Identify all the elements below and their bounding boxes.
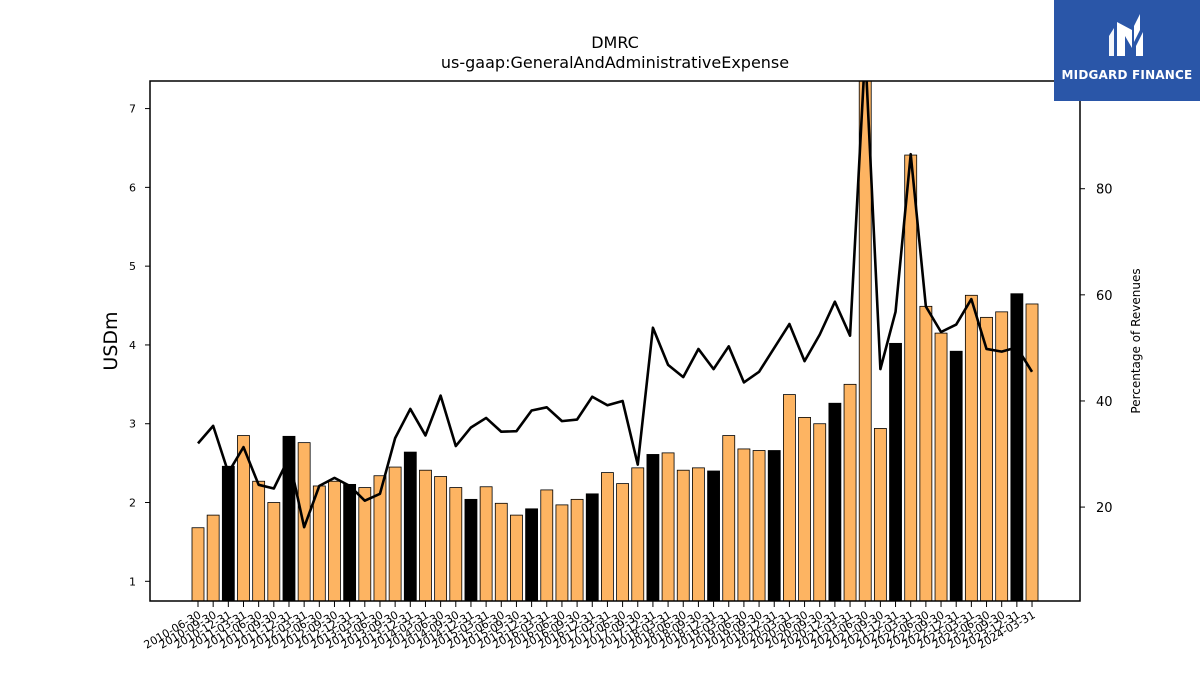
- bar-2010-12-31: [221, 465, 235, 601]
- bar-2020-12-31: [828, 402, 842, 601]
- bar-2021-12-31: [889, 342, 902, 601]
- y2-tick-label: 80: [1096, 183, 1113, 198]
- bar-2012-09-30: [328, 480, 341, 601]
- bar-2018-06-30: [676, 469, 690, 601]
- y-tick-label: 5: [129, 260, 136, 273]
- bar-2017-09-30: [631, 467, 645, 601]
- bar-2021-09-30: [873, 428, 887, 601]
- y-tick-label: 2: [129, 497, 136, 510]
- bar-2012-12-31: [343, 483, 357, 601]
- bar-2021-06-30: [858, 81, 872, 601]
- bar-2017-03-31: [601, 472, 614, 601]
- midgard-m-logo-icon: [1109, 14, 1143, 56]
- bar-2014-12-31: [464, 498, 478, 601]
- bar-2011-06-30: [252, 480, 266, 601]
- y2-tick-label: 40: [1096, 395, 1113, 410]
- y2-tick-label: 60: [1096, 289, 1113, 304]
- bar-2014-03-31: [419, 469, 432, 601]
- bar-2022-03-31: [904, 154, 918, 601]
- brand-name: MIDGARD FINANCE: [1061, 68, 1193, 82]
- bar-2015-09-30: [510, 514, 523, 601]
- bar-2022-06-30: [919, 305, 933, 601]
- bar-2015-03-31: [479, 486, 493, 601]
- bar-2020-09-30: [813, 423, 827, 601]
- bar-2021-03-31: [843, 383, 857, 601]
- bar-2024-03-31: [1025, 303, 1039, 601]
- bar-2019-09-30: [752, 450, 766, 601]
- bar-2015-06-30: [494, 502, 508, 601]
- bar-2011-09-30: [267, 502, 281, 601]
- bar-2016-06-30: [555, 504, 569, 601]
- bar-2014-09-30: [449, 487, 463, 601]
- bar-2023-06-30: [980, 316, 993, 601]
- bar-2013-09-30: [388, 466, 402, 601]
- bar-2019-03-31: [722, 435, 736, 601]
- chart-title: DMRC: [591, 33, 639, 52]
- bar-2016-03-31: [540, 489, 554, 601]
- y2-axis-label: Percentage of Revenues: [1129, 268, 1143, 413]
- bar-2022-12-31: [949, 350, 963, 601]
- y-tick-label: 7: [129, 103, 136, 116]
- bar-2013-12-31: [403, 451, 417, 601]
- bar-2010-09-30: [206, 514, 220, 601]
- bar-2013-03-31: [358, 487, 372, 601]
- bar-2012-06-30: [312, 485, 326, 601]
- bar-2019-12-31: [767, 450, 781, 601]
- percentage-line: [197, 81, 1034, 529]
- y-tick-label: 4: [129, 339, 136, 352]
- bar-2020-06-30: [798, 417, 811, 601]
- bar-2023-09-30: [995, 311, 1009, 601]
- bar-2022-09-30: [934, 332, 948, 601]
- bar-2018-12-31: [707, 470, 720, 601]
- y-tick-label: 1: [129, 575, 136, 588]
- brand-logo: MIDGARD FINANCE: [1054, 0, 1200, 101]
- y-axis-label: USDm: [100, 311, 122, 370]
- bar-2016-09-30: [570, 498, 584, 601]
- plot-frame: [149, 80, 1081, 602]
- bar-2017-12-31: [646, 454, 660, 601]
- bar-2016-12-31: [585, 493, 599, 601]
- bar-2020-03-31: [783, 394, 796, 601]
- bar-2018-09-30: [692, 467, 705, 601]
- bar-2023-03-31: [964, 294, 978, 601]
- y2-tick-label: 20: [1096, 501, 1113, 516]
- bar-2015-12-31: [525, 508, 539, 601]
- bar-2014-06-30: [434, 476, 448, 601]
- chart-subtitle: us-gaap:GeneralAndAdministrativeExpense: [441, 53, 789, 72]
- bar-2010-06-30: [191, 527, 205, 601]
- bar-2017-06-30: [616, 483, 629, 601]
- y-tick-label: 6: [129, 181, 136, 194]
- bar-2018-03-31: [661, 452, 675, 601]
- bar-2013-06-30: [373, 475, 387, 601]
- y-tick-label: 3: [129, 418, 136, 431]
- bar-2019-06-30: [737, 448, 751, 601]
- bar-2023-12-31: [1010, 293, 1024, 601]
